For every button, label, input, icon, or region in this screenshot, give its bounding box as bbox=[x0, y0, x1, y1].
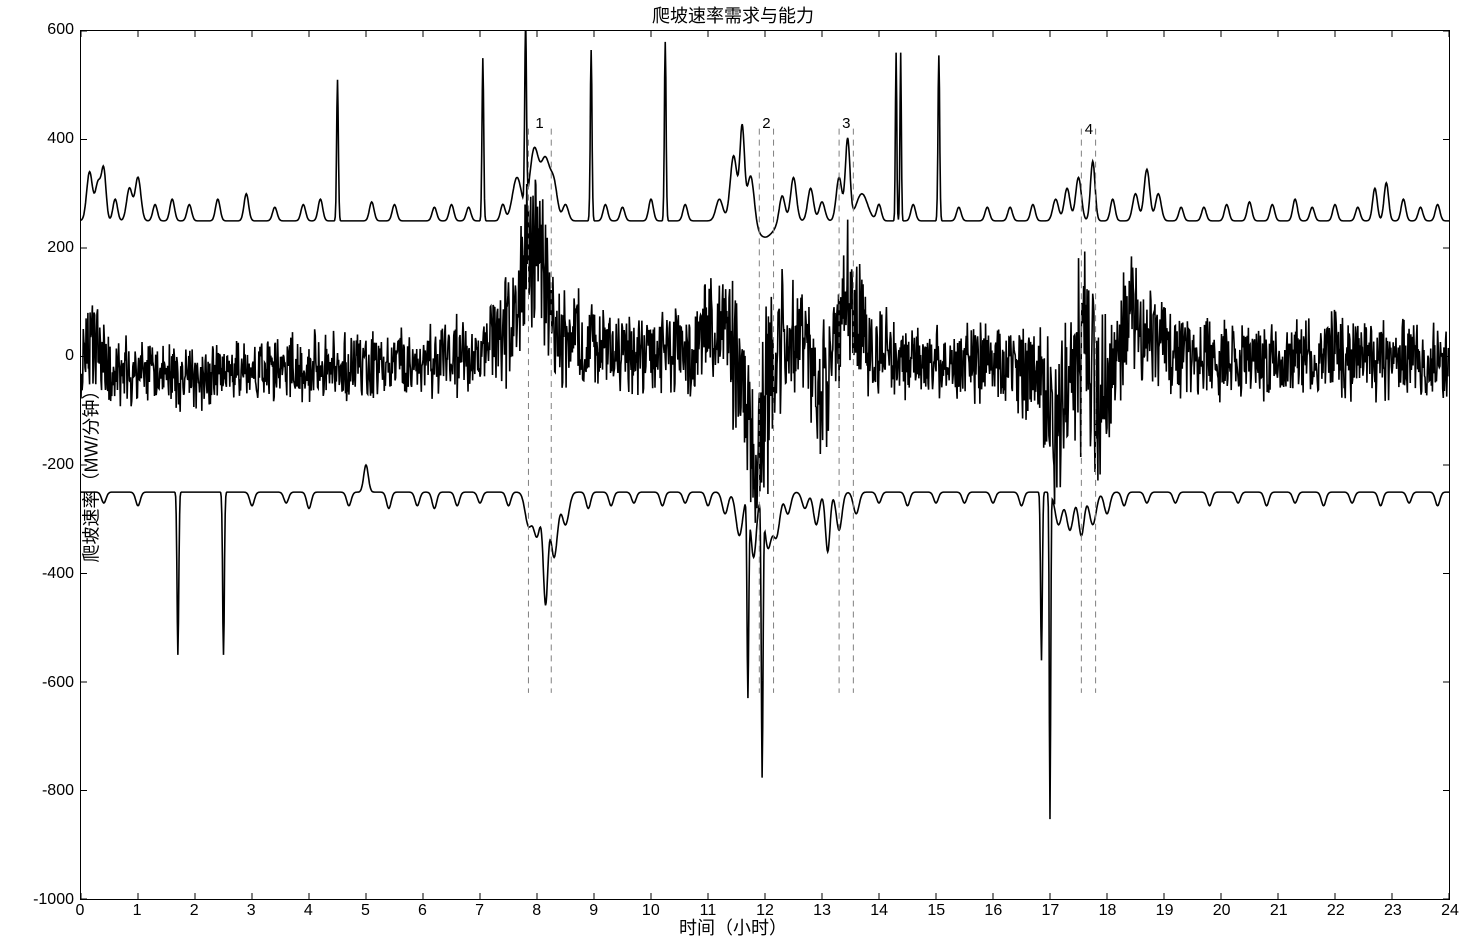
y-tick-label: -1000 bbox=[14, 891, 74, 909]
upper-series bbox=[81, 31, 1449, 237]
x-tick-label: 10 bbox=[642, 902, 660, 920]
x-tick-label: 18 bbox=[1099, 902, 1117, 920]
x-tick-label: 23 bbox=[1384, 902, 1402, 920]
region-label: 2 bbox=[762, 115, 770, 132]
x-tick-label: 16 bbox=[984, 902, 1002, 920]
x-tick-label: 17 bbox=[1042, 902, 1060, 920]
x-tick-label: 13 bbox=[813, 902, 831, 920]
y-tick-label: 200 bbox=[14, 239, 74, 257]
x-tick-label: 1 bbox=[133, 902, 142, 920]
region-label: 3 bbox=[842, 115, 850, 132]
region-label: 4 bbox=[1085, 121, 1093, 138]
plot-area bbox=[80, 30, 1450, 900]
y-tick-label: -800 bbox=[14, 782, 74, 800]
x-tick-label: 22 bbox=[1327, 902, 1345, 920]
x-tick-label: 0 bbox=[76, 902, 85, 920]
y-tick-label: 600 bbox=[14, 21, 74, 39]
x-tick-label: 9 bbox=[589, 902, 598, 920]
y-tick-label: -200 bbox=[14, 456, 74, 474]
x-tick-label: 12 bbox=[756, 902, 774, 920]
chart-title: 爬坡速率需求与能力 bbox=[0, 2, 1466, 28]
x-tick-label: 19 bbox=[1156, 902, 1174, 920]
y-tick-label: -600 bbox=[14, 674, 74, 692]
middle-series bbox=[81, 180, 1449, 523]
x-tick-label: 14 bbox=[870, 902, 888, 920]
x-tick-label: 5 bbox=[361, 902, 370, 920]
x-tick-label: 15 bbox=[927, 902, 945, 920]
x-tick-label: 11 bbox=[700, 902, 717, 920]
y-tick-label: -400 bbox=[14, 565, 74, 583]
x-tick-label: 4 bbox=[304, 902, 313, 920]
plot-svg bbox=[81, 31, 1449, 899]
y-tick-label: 0 bbox=[14, 347, 74, 365]
figure: 爬坡速率需求与能力 爬坡速率（MW/分钟） 时间（小时） -1000-800-6… bbox=[0, 0, 1466, 944]
x-tick-label: 6 bbox=[418, 902, 427, 920]
x-tick-label: 20 bbox=[1213, 902, 1231, 920]
x-tick-label: 3 bbox=[247, 902, 256, 920]
region-label: 1 bbox=[535, 115, 543, 132]
y-tick-label: 400 bbox=[14, 130, 74, 148]
x-axis-label: 时间（小时） bbox=[0, 914, 1466, 940]
x-tick-label: 21 bbox=[1270, 902, 1288, 920]
x-tick-label: 2 bbox=[190, 902, 199, 920]
x-tick-label: 24 bbox=[1441, 902, 1459, 920]
lower-series bbox=[81, 465, 1449, 819]
x-tick-label: 7 bbox=[475, 902, 484, 920]
x-tick-label: 8 bbox=[532, 902, 541, 920]
